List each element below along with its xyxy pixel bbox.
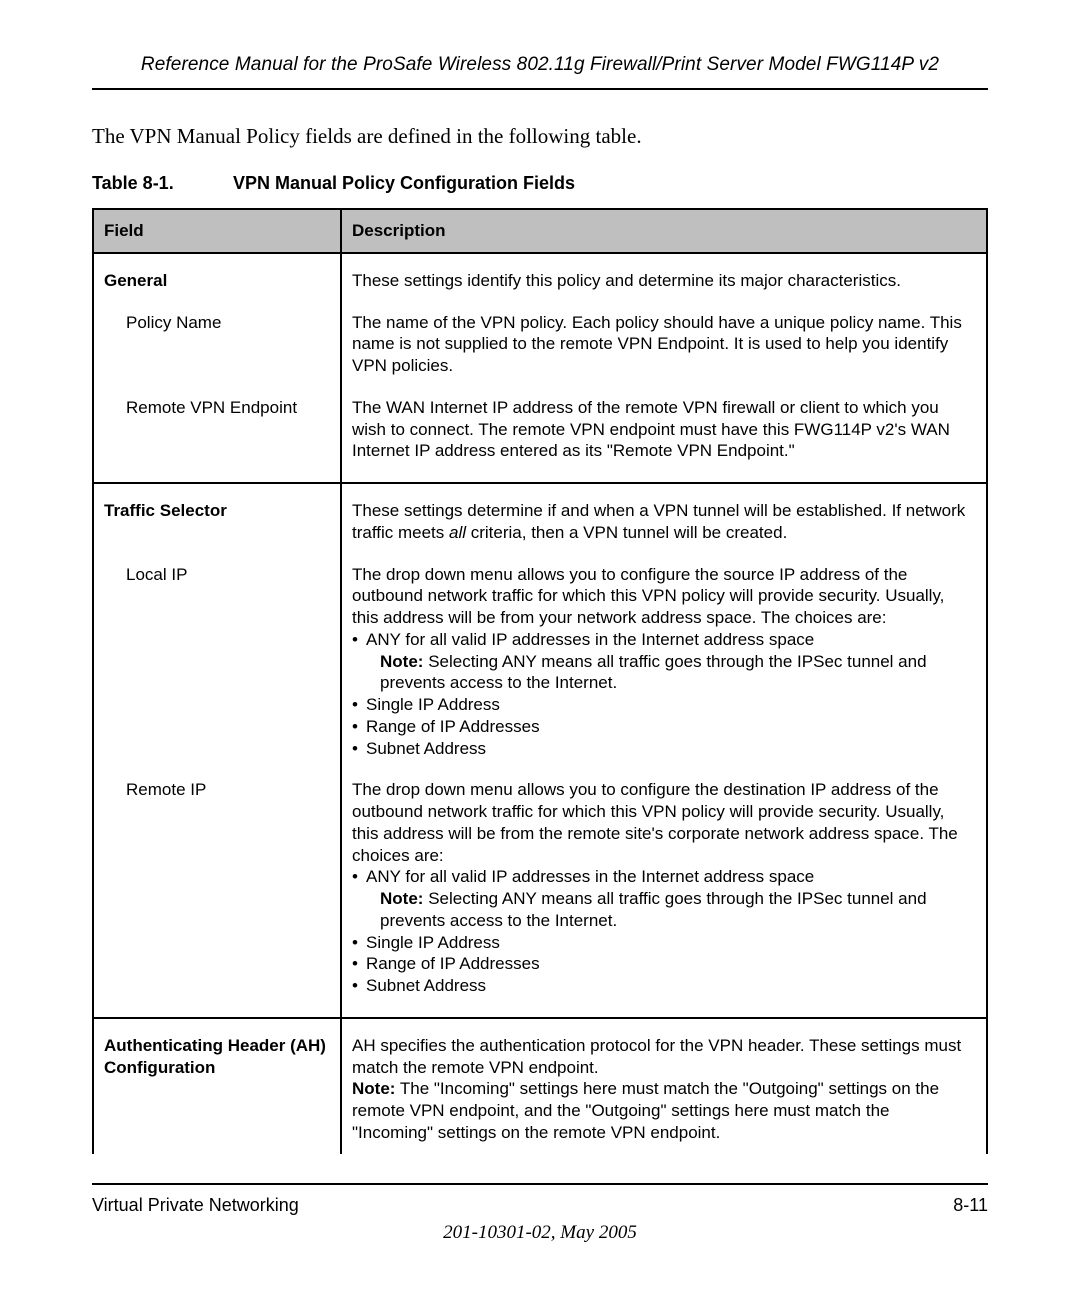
- table-row: Local IP The drop down menu allows you t…: [93, 554, 987, 770]
- table-caption: Table 8-1. VPN Manual Policy Configurati…: [92, 173, 988, 194]
- ah-note: Note: The "Incoming" settings here must …: [352, 1078, 974, 1143]
- header-rule: [92, 88, 988, 90]
- note-text: Selecting ANY means all traffic goes thr…: [380, 889, 927, 930]
- table-row: Traffic Selector These settings determin…: [93, 483, 987, 554]
- field-remote-endpoint: Remote VPN Endpoint: [104, 397, 328, 419]
- bullet-text: Subnet Address: [366, 739, 486, 758]
- table-row: Remote VPN Endpoint The WAN Internet IP …: [93, 387, 987, 483]
- traffic-desc-post: criteria, then a VPN tunnel will be crea…: [466, 523, 787, 542]
- page-header-title: Reference Manual for the ProSafe Wireles…: [92, 54, 988, 88]
- list-item: ANY for all valid IP addresses in the In…: [352, 629, 974, 694]
- footer-left: Virtual Private Networking: [92, 1195, 299, 1216]
- local-ip-bullets: ANY for all valid IP addresses in the In…: [352, 629, 974, 760]
- bullet-text: Range of IP Addresses: [366, 717, 540, 736]
- bullet-text: Subnet Address: [366, 976, 486, 995]
- footer-rule: [92, 1183, 988, 1185]
- note-label: Note:: [352, 1079, 395, 1098]
- remote-ip-intro: The drop down menu allows you to configu…: [352, 779, 974, 866]
- footer-page-number: 8-11: [953, 1195, 988, 1216]
- desc-local-ip: The drop down menu allows you to configu…: [341, 554, 987, 770]
- list-item: Single IP Address: [352, 932, 974, 954]
- bullet-text: ANY for all valid IP addresses in the In…: [366, 867, 814, 886]
- list-item: ANY for all valid IP addresses in the In…: [352, 866, 974, 931]
- bullet-note: Note: Selecting ANY means all traffic go…: [366, 888, 974, 932]
- page-footer: Virtual Private Networking 8-11 201-1030…: [92, 1183, 988, 1244]
- section-heading-traffic: Traffic Selector: [104, 501, 227, 520]
- field-policy-name: Policy Name: [104, 312, 328, 334]
- col-header-field: Field: [93, 209, 341, 253]
- ah-desc-text: AH specifies the authentication protocol…: [352, 1035, 974, 1079]
- list-item: Subnet Address: [352, 975, 974, 997]
- local-ip-intro: The drop down menu allows you to configu…: [352, 564, 974, 629]
- remote-ip-bullets: ANY for all valid IP addresses in the In…: [352, 866, 974, 997]
- traffic-desc-italic: all: [449, 523, 466, 542]
- list-item: Subnet Address: [352, 738, 974, 760]
- bullet-text: Single IP Address: [366, 933, 500, 952]
- desc-remote-ip: The drop down menu allows you to configu…: [341, 769, 987, 1018]
- footer-row: Virtual Private Networking 8-11: [92, 1195, 988, 1216]
- table-row: General These settings identify this pol…: [93, 253, 987, 302]
- footer-docid: 201-10301-02, May 2005: [92, 1222, 988, 1244]
- list-item: Range of IP Addresses: [352, 953, 974, 975]
- section-heading-general: General: [104, 271, 167, 290]
- intro-text: The VPN Manual Policy fields are defined…: [92, 124, 988, 149]
- list-item: Single IP Address: [352, 694, 974, 716]
- note-text: Selecting ANY means all traffic goes thr…: [380, 652, 927, 693]
- desc-remote-endpoint: The WAN Internet IP address of the remot…: [341, 387, 987, 483]
- bullet-text: Range of IP Addresses: [366, 954, 540, 973]
- bullet-text: Single IP Address: [366, 695, 500, 714]
- policy-table: Field Description General These settings…: [92, 208, 988, 1154]
- table-row: Authenticating Header (AH) Configuration…: [93, 1018, 987, 1154]
- table-number: Table 8-1.: [92, 173, 228, 194]
- bullet-note: Note: Selecting ANY means all traffic go…: [366, 651, 974, 695]
- note-label: Note:: [380, 889, 423, 908]
- table-header-row: Field Description: [93, 209, 987, 253]
- field-local-ip: Local IP: [104, 564, 328, 586]
- field-remote-ip: Remote IP: [104, 779, 328, 801]
- ah-note-text: The "Incoming" settings here must match …: [352, 1079, 939, 1142]
- list-item: Range of IP Addresses: [352, 716, 974, 738]
- table-row: Policy Name The name of the VPN policy. …: [93, 302, 987, 387]
- desc-policy-name: The name of the VPN policy. Each policy …: [341, 302, 987, 387]
- traffic-desc: These settings determine if and when a V…: [341, 483, 987, 554]
- bullet-text: ANY for all valid IP addresses in the In…: [366, 630, 814, 649]
- general-desc: These settings identify this policy and …: [341, 253, 987, 302]
- table-row: Remote IP The drop down menu allows you …: [93, 769, 987, 1018]
- note-label: Note:: [380, 652, 423, 671]
- section-heading-ah: Authenticating Header (AH) Configuration: [104, 1036, 326, 1077]
- table-title: VPN Manual Policy Configuration Fields: [233, 173, 575, 193]
- ah-desc: AH specifies the authentication protocol…: [341, 1018, 987, 1154]
- col-header-description: Description: [341, 209, 987, 253]
